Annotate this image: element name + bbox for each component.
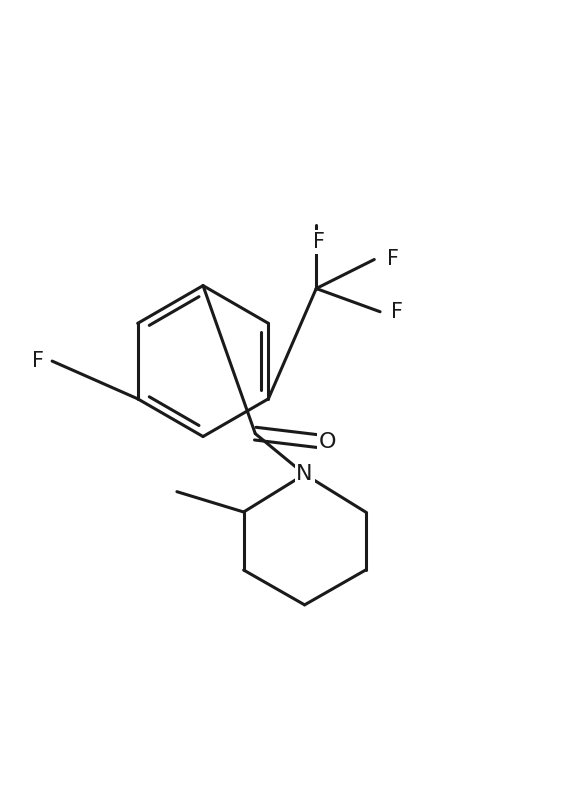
- Text: F: F: [32, 351, 43, 371]
- Text: O: O: [319, 432, 336, 452]
- Text: F: F: [313, 232, 325, 252]
- Text: N: N: [297, 465, 313, 484]
- Text: F: F: [387, 249, 399, 270]
- Text: F: F: [391, 302, 404, 321]
